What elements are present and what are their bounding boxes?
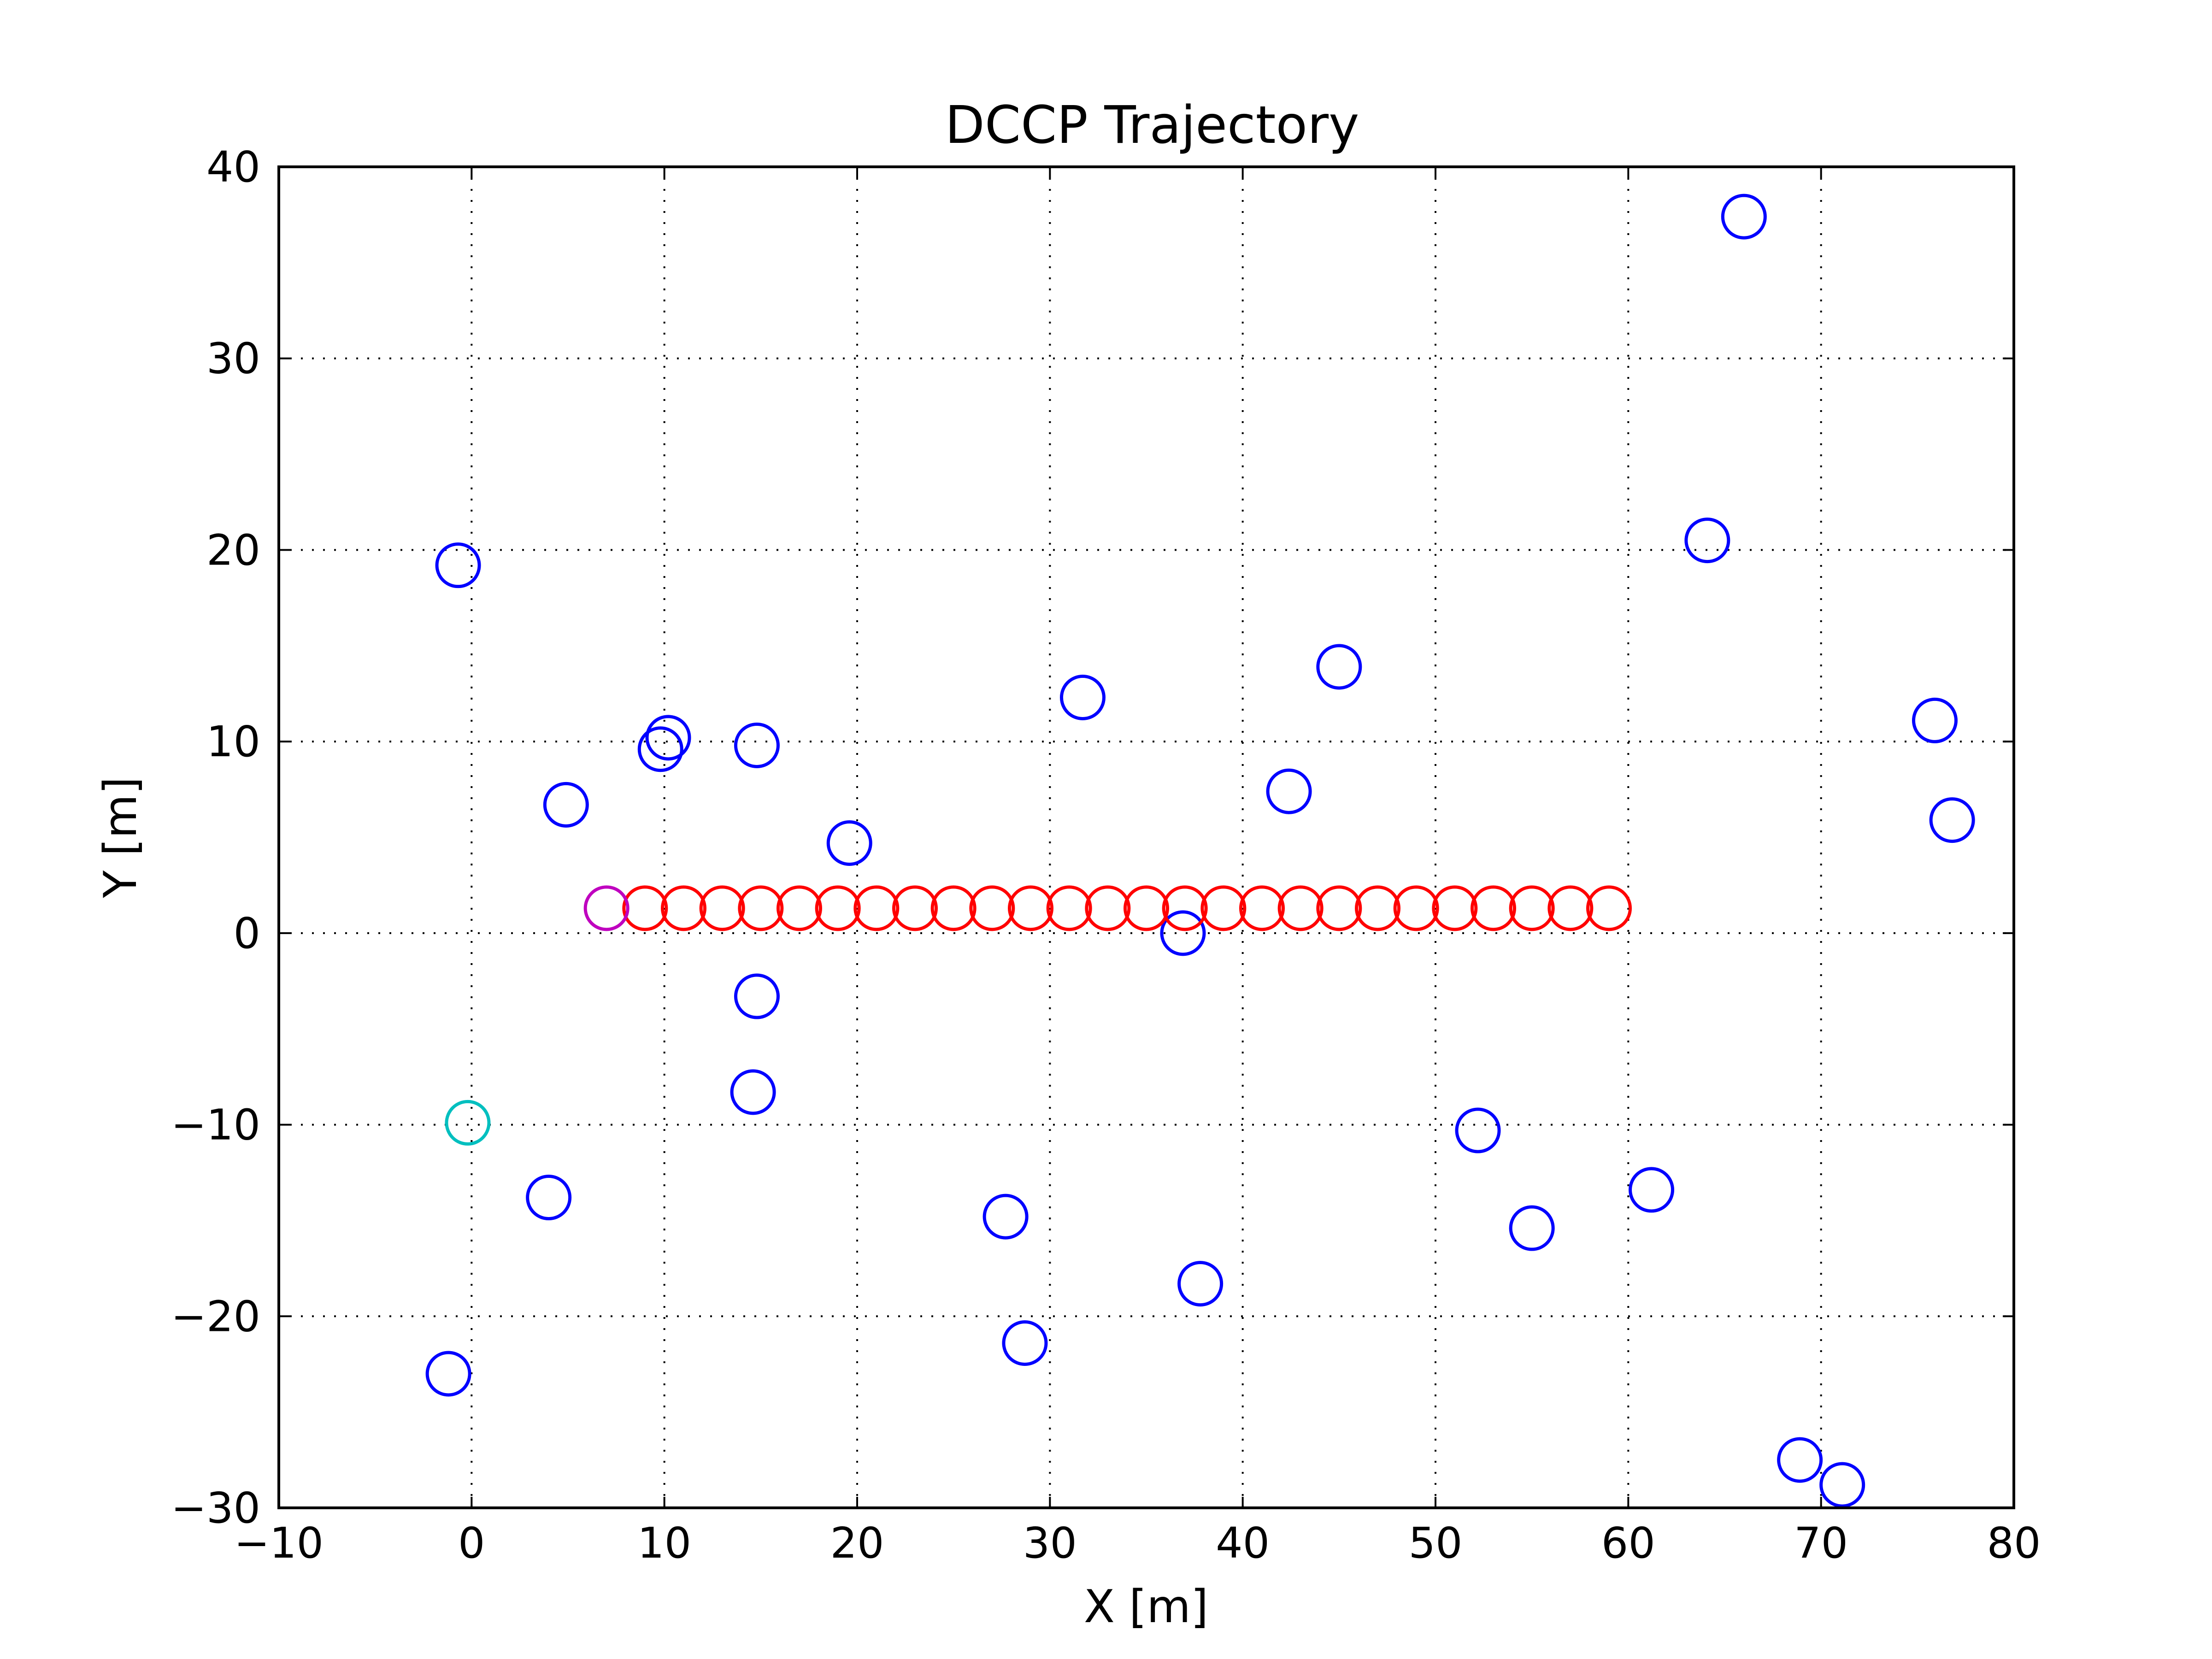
scatter-point bbox=[435, 542, 481, 588]
scatter-point bbox=[826, 820, 872, 866]
scatter-point bbox=[622, 885, 668, 931]
scatter-point bbox=[1059, 675, 1106, 721]
y-tick-labels: −30 −20 −10 0 10 20 30 40 bbox=[171, 142, 260, 1533]
scatter-point bbox=[1912, 697, 1958, 743]
scatter-point bbox=[1629, 1167, 1675, 1213]
scatter-point bbox=[777, 885, 822, 931]
scatter-point bbox=[982, 1194, 1029, 1240]
x-tick-label: 80 bbox=[1987, 1518, 2041, 1568]
scatter-point bbox=[1432, 885, 1478, 931]
y-tick-label: 10 bbox=[206, 717, 260, 766]
scatter-point bbox=[583, 885, 629, 931]
y-tick-label: −10 bbox=[171, 1100, 260, 1150]
chart-title: DCCP Trajectory bbox=[945, 95, 1359, 155]
axis-ticks bbox=[278, 166, 2015, 1509]
scatter-point bbox=[1316, 885, 1362, 931]
x-tick-label: 0 bbox=[458, 1518, 485, 1568]
scatter-point bbox=[1721, 194, 1767, 240]
scatter-point bbox=[1393, 885, 1439, 931]
scatter-point bbox=[1316, 644, 1362, 690]
x-tick-labels: −10 0 10 20 30 40 50 60 70 80 bbox=[234, 1518, 2041, 1568]
scatter-point bbox=[1124, 885, 1169, 931]
scatter-point bbox=[1162, 885, 1208, 931]
scatter-point bbox=[445, 1100, 491, 1146]
y-axis-label: Y [m] bbox=[94, 777, 147, 899]
scatter-point bbox=[661, 885, 706, 931]
x-tick-label: 30 bbox=[1023, 1518, 1077, 1568]
x-tick-label: −10 bbox=[234, 1518, 324, 1568]
scatter-point bbox=[1547, 885, 1594, 931]
scatter-point bbox=[1586, 885, 1632, 931]
scatter-point bbox=[930, 885, 977, 931]
y-tick-label: 40 bbox=[206, 142, 260, 192]
scatter-point bbox=[1266, 768, 1312, 814]
x-tick-label: 20 bbox=[830, 1518, 884, 1568]
y-tick-label: 0 bbox=[233, 909, 260, 958]
x-axis-label: X [m] bbox=[1084, 1581, 1208, 1633]
scatter-point bbox=[815, 885, 861, 931]
x-tick-label: 70 bbox=[1794, 1518, 1848, 1568]
scatter-point bbox=[699, 885, 745, 931]
y-tick-label: −30 bbox=[171, 1483, 260, 1533]
scatter-point bbox=[1085, 885, 1131, 931]
scatter-point bbox=[730, 1069, 776, 1115]
y-tick-label: 20 bbox=[206, 525, 260, 575]
x-tick-label: 50 bbox=[1408, 1518, 1462, 1568]
grid-lines bbox=[279, 167, 2014, 1508]
y-tick-label: 30 bbox=[206, 334, 260, 383]
plot-frame bbox=[277, 165, 2015, 1509]
scatter-point bbox=[1684, 518, 1730, 564]
scatter-point bbox=[1160, 910, 1206, 956]
x-tick-label: 60 bbox=[1601, 1518, 1655, 1568]
scatter-point bbox=[892, 885, 938, 931]
scatter-point bbox=[526, 1175, 572, 1221]
scatter-point bbox=[1277, 885, 1324, 931]
y-tick-label: −20 bbox=[171, 1292, 260, 1341]
scatter-point bbox=[1929, 797, 1975, 843]
scatter-point bbox=[1239, 885, 1285, 931]
data-points bbox=[425, 194, 1975, 1508]
scatter-point bbox=[543, 782, 589, 828]
scatter-point bbox=[1509, 1205, 1555, 1251]
scatter-point bbox=[1046, 885, 1092, 931]
scatter-point bbox=[1355, 885, 1400, 931]
scatter-point bbox=[734, 973, 780, 1019]
scatter-point bbox=[969, 885, 1015, 931]
scatter-point bbox=[1777, 1437, 1823, 1483]
x-tick-label: 40 bbox=[1216, 1518, 1270, 1568]
scatter-point bbox=[734, 722, 780, 768]
x-tick-label: 10 bbox=[637, 1518, 691, 1568]
scatter-point bbox=[645, 715, 691, 761]
scatter-point bbox=[853, 885, 900, 931]
scatter-point bbox=[1455, 1107, 1501, 1153]
scatter-point bbox=[1002, 1320, 1048, 1366]
scatter-point bbox=[425, 1351, 471, 1397]
scatter-point bbox=[1177, 1261, 1224, 1307]
scatter-point bbox=[1509, 885, 1555, 931]
scatter-point bbox=[1008, 885, 1053, 931]
scatter-point bbox=[1200, 885, 1247, 931]
scatter-point bbox=[738, 885, 784, 931]
scatter-point bbox=[1471, 885, 1516, 931]
scatter-point bbox=[1819, 1462, 1865, 1508]
scatter-point bbox=[637, 726, 683, 772]
